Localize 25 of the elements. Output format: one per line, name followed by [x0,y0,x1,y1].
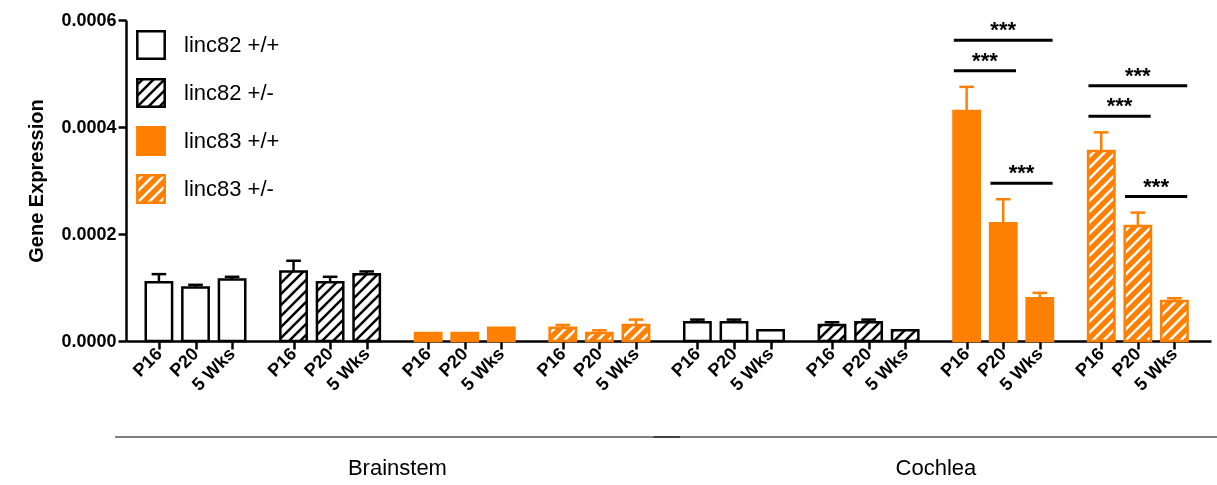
y-axis-title: Gene Expression [25,99,48,263]
y-tick-label: 0.0000 [61,330,117,351]
x-tick-label: P16 [129,343,166,381]
annotation: *** [1008,160,1035,186]
annotation: *** [990,17,1017,43]
text: Brainstem [347,455,447,480]
annotation: *** [1124,62,1152,88]
x-tick-label: P16 [936,343,974,381]
x-tick-label: P16 [1071,343,1109,381]
x-tick-label: P16 [532,343,570,381]
annotation: *** [1143,173,1170,199]
y-tick-label: 0.0004 [61,116,117,137]
annotation: *** [1106,93,1133,119]
annotation: *** [972,47,999,73]
x-tick-label: P16 [802,343,839,381]
legend-label: linc83 +/- [184,176,274,201]
text: Cochlea [895,455,978,480]
x-tick-label: P16 [263,343,301,381]
x-tick-label: P16 [398,343,436,381]
y-tick-label: 0.0006 [61,9,117,30]
legend-label: linc82 +/- [184,80,274,105]
legend-label: linc82 +/+ [184,32,280,57]
legend-label: linc83 +/+ [184,128,280,153]
y-tick-label: 0.0002 [61,223,117,244]
x-tick-label: P16 [667,343,705,381]
